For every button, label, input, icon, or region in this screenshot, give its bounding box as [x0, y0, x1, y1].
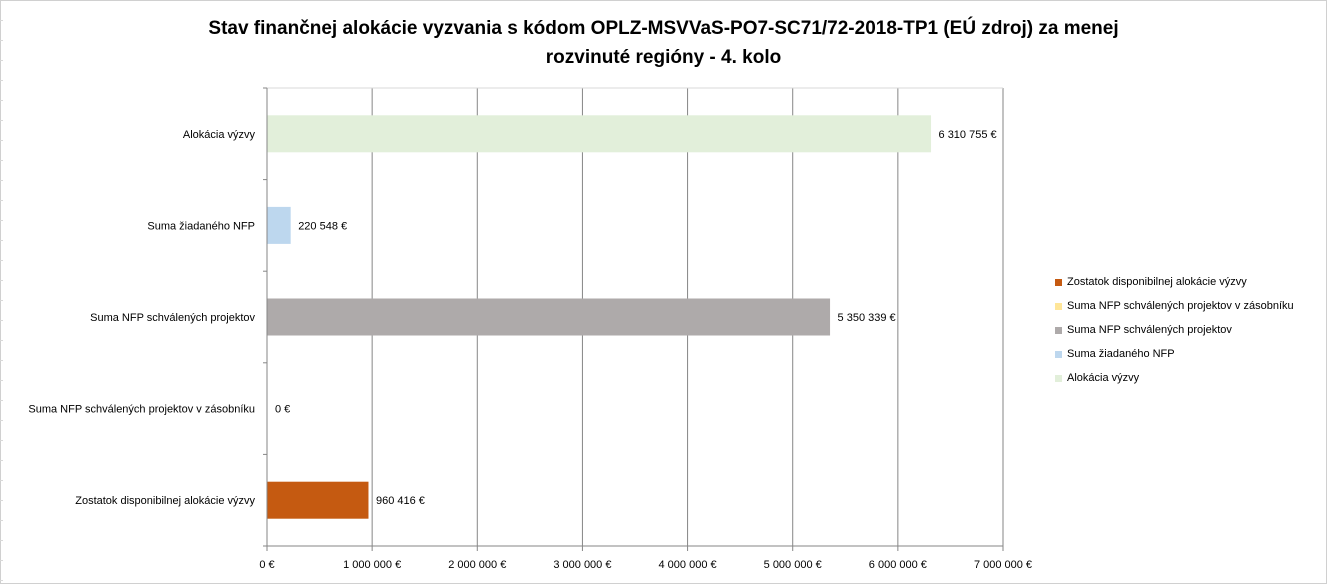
row-tick — [0, 300, 3, 301]
row-tick — [0, 160, 3, 161]
row-tick — [0, 180, 3, 181]
bar — [267, 115, 932, 153]
x-tick-label: 7 000 000 € — [974, 559, 1032, 571]
x-tick-label: 2 000 000 € — [448, 559, 506, 571]
x-tick-label: 6 000 000 € — [869, 559, 927, 571]
category-label: Suma NFP schválených projektov v zásobní… — [28, 404, 255, 416]
row-tick — [0, 420, 3, 421]
data-label: 960 416 € — [376, 495, 425, 507]
bar — [267, 298, 831, 336]
data-label: 5 350 339 € — [838, 312, 896, 324]
legend-item: Alokácia výzvy — [1055, 366, 1294, 390]
row-tick — [0, 340, 3, 341]
row-tick — [0, 320, 3, 321]
legend-item: Suma žiadaného NFP — [1055, 342, 1294, 366]
x-tick-label: 1 000 000 € — [343, 559, 401, 571]
legend-label: Suma žiadaného NFP — [1067, 348, 1175, 360]
row-tick — [0, 140, 3, 141]
legend-swatch — [1055, 278, 1062, 286]
row-tick — [0, 240, 3, 241]
category-label: Suma NFP schválených projektov — [90, 312, 255, 324]
legend-label: Zostatok disponibilnej alokácie výzvy — [1067, 276, 1247, 288]
x-tick-label: 0 € — [259, 559, 274, 571]
bar — [267, 481, 369, 519]
data-label: 0 € — [275, 404, 290, 416]
row-tick — [0, 120, 3, 121]
legend-swatch — [1055, 302, 1062, 310]
x-tick-label: 4 000 000 € — [659, 559, 717, 571]
row-tick — [0, 460, 3, 461]
row-tick — [0, 560, 3, 561]
row-tick — [0, 500, 3, 501]
legend-item: Zostatok disponibilnej alokácie výzvy — [1055, 270, 1294, 294]
legend-swatch — [1055, 374, 1062, 382]
row-tick — [0, 200, 3, 201]
legend-label: Suma NFP schválených projektov — [1067, 324, 1232, 336]
legend-item: Suma NFP schválených projektov — [1055, 318, 1294, 342]
row-tick — [0, 40, 3, 41]
data-label: 220 548 € — [298, 220, 347, 232]
row-tick — [0, 480, 3, 481]
data-label: 6 310 755 € — [939, 129, 997, 141]
legend-swatch — [1055, 326, 1062, 334]
category-label: Alokácia výzvy — [183, 129, 256, 141]
row-tick — [0, 20, 3, 21]
row-tick — [0, 60, 3, 61]
row-tick — [0, 220, 3, 221]
row-tick — [0, 440, 3, 441]
category-label: Zostatok disponibilnej alokácie výzvy — [75, 495, 255, 507]
row-tick — [0, 260, 3, 261]
row-tick — [0, 360, 3, 361]
row-tick — [0, 380, 3, 381]
row-tick — [0, 280, 3, 281]
row-tick — [0, 100, 3, 101]
chart-title-line-1: Stav finančnej alokácie vyzvania s kódom… — [208, 18, 1119, 39]
category-label: Suma žiadaného NFP — [147, 220, 255, 232]
row-tick — [0, 80, 3, 81]
chart-title-line-2: rozvinuté regióny - 4. kolo — [545, 47, 782, 68]
legend-label: Alokácia výzvy — [1067, 372, 1140, 384]
row-tick — [0, 540, 3, 541]
chart-legend: Zostatok disponibilnej alokácie výzvy Sum… — [1055, 270, 1294, 390]
legend-item: Suma NFP schválených projektov v zásobní… — [1055, 294, 1294, 318]
x-tick-label: 3 000 000 € — [553, 559, 611, 571]
chart-title: Stav finančnej alokácie vyzvania s kódom… — [0, 14, 1327, 72]
bar — [267, 206, 291, 244]
x-tick-label: 5 000 000 € — [764, 559, 822, 571]
row-tick — [0, 580, 3, 581]
row-tick — [0, 520, 3, 521]
row-tick — [0, 400, 3, 401]
legend-swatch — [1055, 350, 1062, 358]
legend-label: Suma NFP schválených projektov v zásobní… — [1067, 300, 1294, 312]
